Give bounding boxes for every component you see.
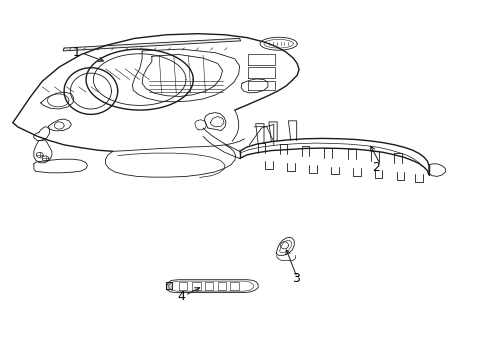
Polygon shape [166, 282, 172, 289]
Polygon shape [63, 39, 240, 51]
Text: 4: 4 [177, 290, 184, 303]
Text: 2: 2 [371, 161, 379, 174]
Text: 3: 3 [291, 272, 299, 285]
Text: 1: 1 [72, 46, 80, 59]
